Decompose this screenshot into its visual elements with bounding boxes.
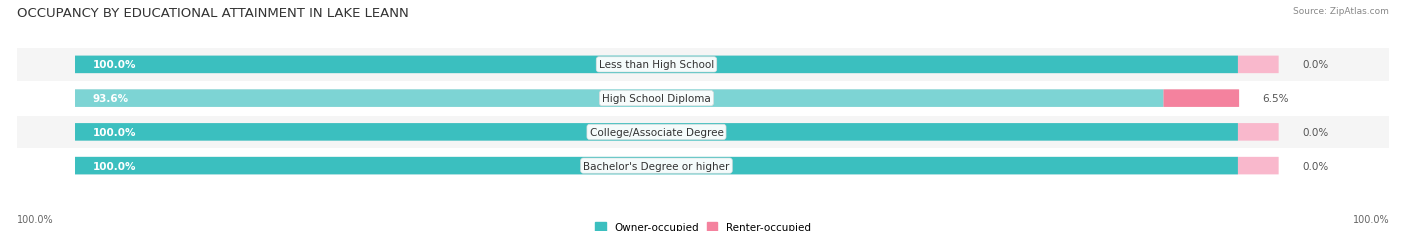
Text: 100.0%: 100.0% [93,127,136,137]
FancyBboxPatch shape [75,56,1237,74]
FancyBboxPatch shape [17,49,1389,81]
FancyBboxPatch shape [17,82,1389,115]
FancyBboxPatch shape [1237,124,1278,141]
FancyBboxPatch shape [75,124,1237,141]
Text: Less than High School: Less than High School [599,60,714,70]
FancyBboxPatch shape [1237,56,1278,74]
Text: College/Associate Degree: College/Associate Degree [589,127,724,137]
FancyBboxPatch shape [1164,90,1239,107]
Text: 0.0%: 0.0% [1302,127,1329,137]
FancyBboxPatch shape [1237,157,1278,175]
FancyBboxPatch shape [17,150,1389,182]
Text: 100.0%: 100.0% [93,161,136,171]
Text: OCCUPANCY BY EDUCATIONAL ATTAINMENT IN LAKE LEANN: OCCUPANCY BY EDUCATIONAL ATTAINMENT IN L… [17,7,409,20]
Legend: Owner-occupied, Renter-occupied: Owner-occupied, Renter-occupied [591,218,815,231]
FancyBboxPatch shape [75,157,1237,175]
Text: 93.6%: 93.6% [93,94,128,104]
Text: 6.5%: 6.5% [1263,94,1289,104]
Text: 100.0%: 100.0% [17,214,53,224]
Text: 0.0%: 0.0% [1302,161,1329,171]
Text: 0.0%: 0.0% [1302,60,1329,70]
FancyBboxPatch shape [75,157,1237,175]
FancyBboxPatch shape [17,116,1389,149]
FancyBboxPatch shape [75,56,1237,74]
Text: Source: ZipAtlas.com: Source: ZipAtlas.com [1294,7,1389,16]
Text: Bachelor's Degree or higher: Bachelor's Degree or higher [583,161,730,171]
FancyBboxPatch shape [75,124,1237,141]
Text: 100.0%: 100.0% [1353,214,1389,224]
FancyBboxPatch shape [75,90,1164,107]
Text: High School Diploma: High School Diploma [602,94,711,104]
Text: 100.0%: 100.0% [93,60,136,70]
FancyBboxPatch shape [75,90,1237,107]
